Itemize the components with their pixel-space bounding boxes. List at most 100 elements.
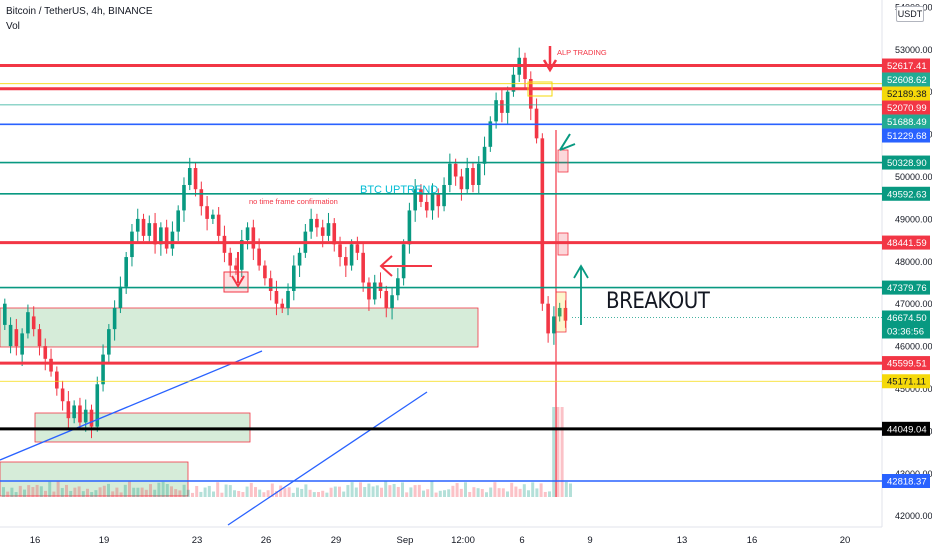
candle-body <box>83 409 88 423</box>
volume-bar <box>359 482 362 497</box>
volume-bar <box>464 482 467 497</box>
volume-bar <box>258 489 262 497</box>
volume-bar <box>459 488 463 497</box>
candle-body <box>390 295 394 308</box>
volume-bar <box>149 484 152 497</box>
price-tick-label: 48000.00 <box>895 257 932 267</box>
volume-bar <box>90 492 94 497</box>
volume-bar <box>119 492 123 497</box>
candle-body <box>135 218 140 232</box>
volume-bar <box>552 407 556 497</box>
candles <box>3 47 568 439</box>
candle-body <box>3 303 7 325</box>
volume-bar <box>527 490 530 497</box>
candle-body <box>263 265 267 279</box>
candle-body <box>205 206 209 219</box>
volume-bar <box>44 490 47 497</box>
volume-bar <box>123 484 127 497</box>
check-arrow-icon <box>559 133 576 151</box>
price-label-box <box>882 374 930 389</box>
volume-bar <box>443 490 446 497</box>
candle-body <box>112 307 117 330</box>
volume-bar <box>31 487 35 497</box>
candle-body <box>199 189 204 207</box>
candle-body <box>326 223 331 236</box>
candle-body <box>239 240 244 270</box>
price-label-text: 52617.41 <box>887 61 927 72</box>
volume-bar <box>136 487 140 497</box>
candle-body <box>384 290 389 308</box>
candle-body <box>251 227 256 249</box>
volume-bar <box>375 485 379 497</box>
volume-bar <box>371 486 375 497</box>
volume-bar <box>233 490 236 497</box>
volume-bar <box>354 487 358 497</box>
volume-bar <box>493 482 497 497</box>
price-label-text: 51688.49 <box>887 117 927 128</box>
candle-body <box>563 307 568 321</box>
time-tick-label: 20 <box>840 535 851 546</box>
marker-box <box>555 291 567 333</box>
candle-body <box>130 231 134 258</box>
time-tick-label: 29 <box>331 535 342 546</box>
candle-body <box>401 244 406 279</box>
volume-bar <box>10 487 14 497</box>
volume-bar <box>485 492 488 497</box>
volume-bar <box>401 482 404 497</box>
candle-body <box>216 214 221 236</box>
countdown-text: 03:36:56 <box>887 327 924 338</box>
support-zone-3 <box>0 461 189 497</box>
volume-bar <box>14 492 18 497</box>
candle-body <box>182 184 186 211</box>
volume-bar <box>266 490 270 497</box>
support-zone-1 <box>0 307 479 348</box>
volume-bar <box>291 492 295 497</box>
volume-bar <box>65 484 68 497</box>
price-tick-label: 49000.00 <box>895 214 932 224</box>
candle-body <box>164 227 169 249</box>
candle-body <box>60 388 65 402</box>
volume-bar <box>346 485 350 497</box>
volume-bar <box>39 486 43 497</box>
candle-body <box>101 354 105 385</box>
candle-body <box>355 244 360 253</box>
price-label-text: 45599.51 <box>887 359 927 370</box>
current-price-box <box>882 310 930 339</box>
candle-body <box>26 312 30 334</box>
volume-bar <box>170 486 173 497</box>
price-label-text: 49592.63 <box>887 189 927 200</box>
candle-body <box>424 201 429 211</box>
candle-body <box>552 316 556 334</box>
volume-bar <box>522 484 526 497</box>
volume-bar <box>35 484 39 497</box>
volume-bar <box>434 492 438 497</box>
volume-bar <box>262 492 266 497</box>
volume-bar <box>241 492 245 497</box>
annotation-no-confirmation: no time frame confirmation <box>249 197 338 206</box>
trendline-2 <box>227 391 428 526</box>
price-label-box <box>882 474 930 489</box>
currency-button[interactable]: USDT <box>896 6 924 22</box>
volume-bar <box>195 485 199 497</box>
price-label-text: 47379.76 <box>887 283 927 294</box>
price-tick-label: 46000.00 <box>895 342 932 352</box>
candle-body <box>187 168 192 185</box>
candle-body <box>309 218 313 232</box>
price-label-box <box>882 421 930 436</box>
volume-bar <box>447 489 451 497</box>
candle-body <box>511 74 516 92</box>
candle-body <box>367 282 371 300</box>
volume-bar <box>23 489 26 497</box>
price-label-box <box>882 155 930 170</box>
candle-body <box>505 91 510 113</box>
candle-body <box>344 257 348 266</box>
candle-body <box>361 252 365 283</box>
price-label-box <box>882 128 930 143</box>
candle-body <box>55 371 59 389</box>
volume-bar <box>228 485 232 497</box>
candle-body <box>436 193 441 207</box>
volume-bar <box>2 487 5 497</box>
candle-body <box>534 108 539 139</box>
volume-bar <box>363 487 367 497</box>
